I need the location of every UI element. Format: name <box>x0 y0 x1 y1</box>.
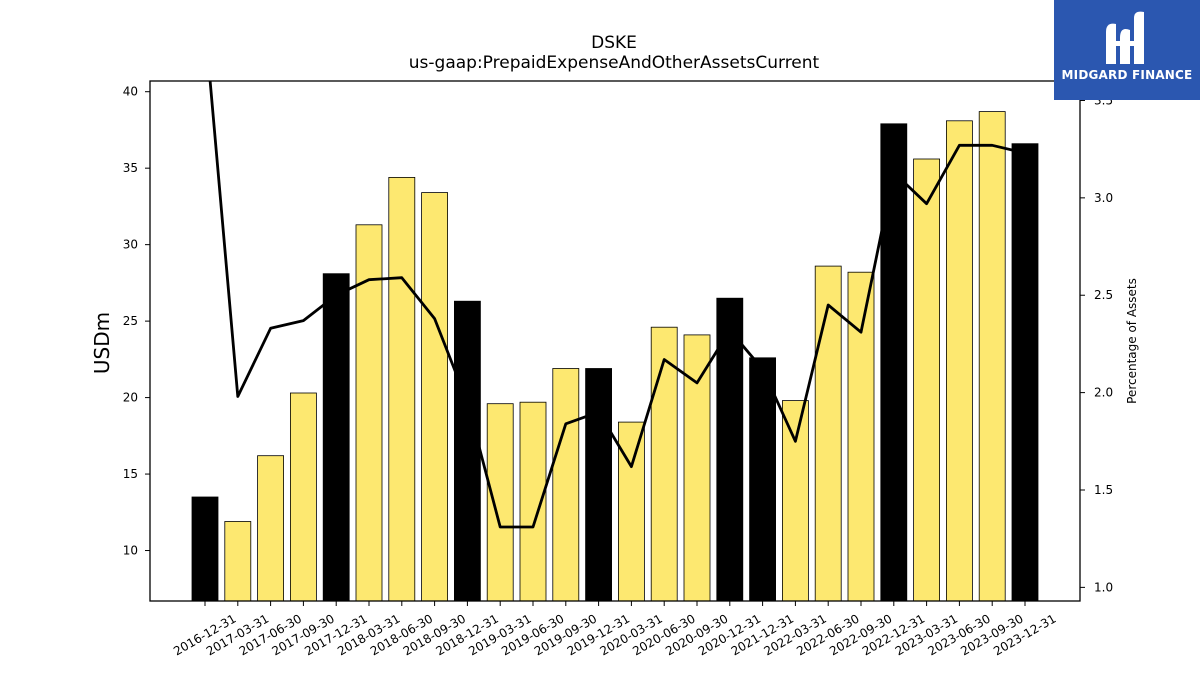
bar-2020-03-31 <box>618 421 645 601</box>
bar-2023-12-31 <box>1011 143 1039 601</box>
y2-axis-label: Percentage of Assets <box>1125 278 1139 404</box>
chart-title: DSKE <box>591 33 637 53</box>
bar-2018-12-31 <box>453 300 481 601</box>
bar-2017-03-31 <box>224 521 252 601</box>
bar-2022-12-31 <box>880 123 908 601</box>
bar-2019-12-31 <box>585 368 612 601</box>
bar-2018-09-30 <box>421 192 449 601</box>
y2-tick-label-1.0: 1.0 <box>1094 580 1113 594</box>
y2-tick-label-2.0: 2.0 <box>1094 386 1113 400</box>
plot-frame <box>149 80 1081 602</box>
bar-2022-09-30 <box>847 271 875 601</box>
bar-2018-03-31 <box>355 224 383 601</box>
bar-2020-12-31 <box>716 297 744 601</box>
y-tick-label-15: 15 <box>123 467 138 481</box>
chart-subtitle: us-gaap:PrepaidExpenseAndOtherAssetsCurr… <box>409 53 820 73</box>
bar-2017-12-31 <box>322 273 350 601</box>
bar-2016-12-31 <box>191 496 219 601</box>
pct-assets-line <box>208 81 1026 529</box>
bar-2023-09-30 <box>978 111 1006 601</box>
bar-2019-03-31 <box>486 403 514 601</box>
bar-2022-06-30 <box>814 265 842 601</box>
y-axis-label: USDm <box>90 312 114 374</box>
y2-tick-label-1.5: 1.5 <box>1094 483 1113 497</box>
y-tick-label-10: 10 <box>123 544 138 558</box>
brand-logo: MIDGARD FINANCE <box>1054 0 1200 100</box>
bar-2017-06-30 <box>257 455 285 601</box>
y-tick-label-25: 25 <box>123 314 138 328</box>
y2-tick-label-3.0: 3.0 <box>1094 191 1113 205</box>
line-layer <box>208 81 1026 529</box>
y-tick-label-20: 20 <box>123 391 138 405</box>
logo-text: MIDGARD FINANCE <box>1061 68 1193 82</box>
bar-2021-12-31 <box>749 357 776 601</box>
y-tick-label-40: 40 <box>123 85 138 99</box>
bar-2017-09-30 <box>289 392 317 601</box>
bar-2018-06-30 <box>388 176 416 601</box>
y-tick-label-30: 30 <box>123 238 138 252</box>
bars-layer <box>191 111 1039 601</box>
bar-2022-03-31 <box>782 400 809 601</box>
bar-2023-06-30 <box>946 120 973 601</box>
bar-2019-09-30 <box>552 368 580 601</box>
y2-tick-label-2.5: 2.5 <box>1094 288 1113 302</box>
bar-2023-03-31 <box>913 158 940 601</box>
midgard-logo-icon <box>1106 11 1144 65</box>
y-tick-label-35: 35 <box>123 161 138 175</box>
bar-2020-06-30 <box>650 326 678 601</box>
bar-2020-09-30 <box>683 334 711 601</box>
